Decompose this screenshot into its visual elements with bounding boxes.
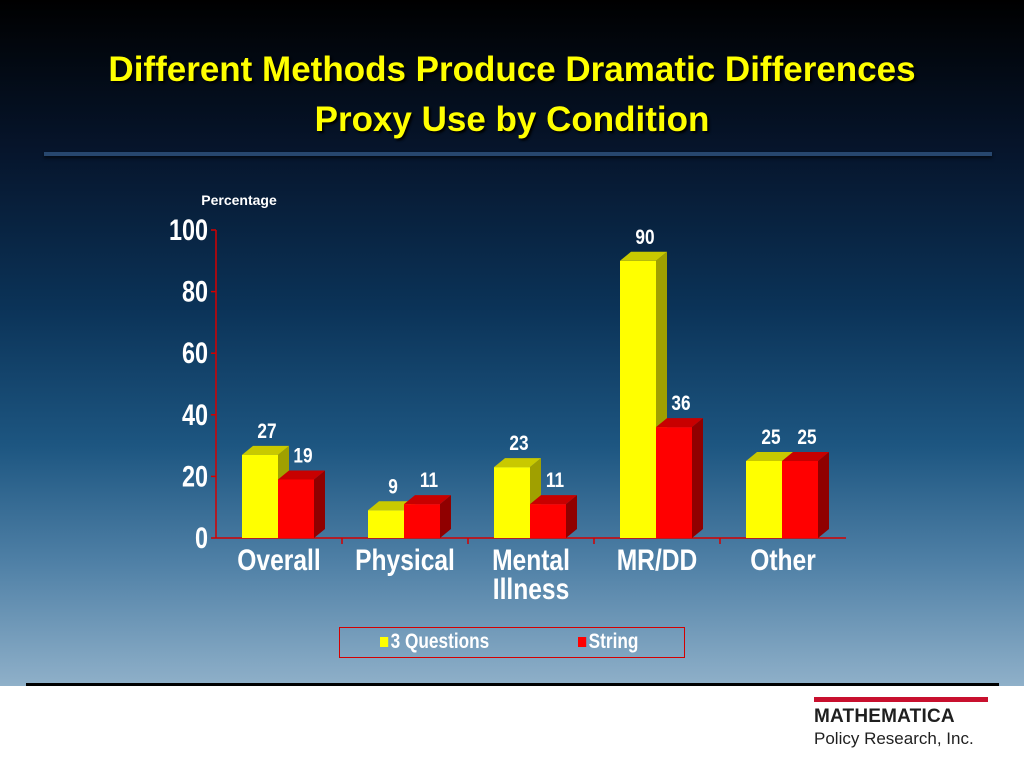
chart-legend: 3 Questions String bbox=[339, 627, 685, 658]
x-tick-label: Other bbox=[750, 543, 816, 577]
bar-string bbox=[404, 504, 440, 538]
slide-title: Different Methods Produce Dramatic Diffe… bbox=[108, 50, 916, 89]
mathematica-logo: MATHEMATICA Policy Research, Inc. bbox=[814, 697, 990, 749]
bar-string bbox=[278, 479, 314, 538]
legend-swatch-string bbox=[578, 637, 587, 647]
y-axis-title: Percentage bbox=[201, 192, 277, 208]
slide-subtitle: Proxy Use by Condition bbox=[314, 100, 710, 139]
data-label-3-questions: 27 bbox=[257, 420, 276, 443]
bar-top-string bbox=[782, 452, 829, 461]
y-tick-label: 100 bbox=[169, 213, 208, 246]
bar-side-string bbox=[692, 418, 703, 538]
bar-string bbox=[782, 461, 818, 538]
legend-label-string: String bbox=[588, 630, 639, 653]
y-tick-label: 20 bbox=[182, 460, 208, 493]
bar-top-string bbox=[530, 495, 577, 505]
bar-3-questions bbox=[242, 454, 278, 538]
bar-3-questions bbox=[494, 467, 530, 538]
bar-top-3-questions bbox=[746, 452, 793, 461]
bar-top-string bbox=[404, 495, 451, 505]
bar-side-string bbox=[818, 452, 829, 538]
data-label-string: 11 bbox=[546, 470, 564, 493]
footer-divider bbox=[26, 683, 999, 686]
y-tick-label: 0 bbox=[195, 521, 208, 554]
data-label-string: 36 bbox=[671, 393, 690, 416]
y-tick-label: 60 bbox=[182, 336, 208, 369]
x-tick-label: Mental Illness bbox=[492, 543, 570, 606]
logo-name: MATHEMATICA bbox=[814, 706, 955, 727]
data-label-3-questions: 25 bbox=[761, 427, 780, 450]
bar-3-questions bbox=[368, 510, 404, 538]
bar-chart: Percentage 0 20 40 60 80 100 Overall 27 19 Physica… bbox=[169, 192, 846, 606]
bar-top-3-questions bbox=[620, 251, 667, 261]
title-underline bbox=[44, 152, 992, 156]
bar-side-string bbox=[566, 495, 577, 538]
data-label-3-questions: 9 bbox=[388, 476, 398, 499]
bar-top-3-questions bbox=[242, 445, 289, 455]
legend-swatch-3-questions bbox=[380, 637, 389, 647]
bar-side-string bbox=[440, 495, 451, 538]
bar-string bbox=[656, 427, 692, 538]
logo-subtitle: Policy Research, Inc. bbox=[814, 729, 974, 748]
data-label-3-questions: 23 bbox=[509, 433, 528, 456]
bar-top-3-questions bbox=[494, 458, 541, 468]
x-tick-label: Overall bbox=[237, 543, 320, 577]
bar-top-string bbox=[656, 418, 703, 428]
bar-top-3-questions bbox=[368, 501, 415, 511]
data-label-string: 25 bbox=[797, 427, 816, 450]
bar-3-questions bbox=[746, 461, 782, 538]
bar-side-string bbox=[314, 470, 325, 538]
logo-bar bbox=[814, 697, 988, 702]
bar-string bbox=[530, 504, 566, 538]
x-tick-label: MR/DD bbox=[617, 543, 698, 577]
legend-item-3-questions: 3 Questions bbox=[380, 630, 489, 654]
y-tick-label: 80 bbox=[182, 275, 208, 308]
x-tick-label: Physical bbox=[355, 543, 455, 577]
data-label-3-questions: 90 bbox=[635, 226, 654, 249]
y-tick-label: 40 bbox=[182, 398, 208, 431]
data-label-string: 11 bbox=[420, 470, 438, 493]
data-label-string: 19 bbox=[293, 445, 312, 468]
bar-3-questions bbox=[620, 260, 656, 538]
legend-item-string: String bbox=[578, 630, 638, 654]
slide-background bbox=[0, 0, 1024, 686]
legend-label-3-questions: 3 Questions bbox=[390, 630, 490, 653]
bar-top-string bbox=[278, 470, 325, 480]
